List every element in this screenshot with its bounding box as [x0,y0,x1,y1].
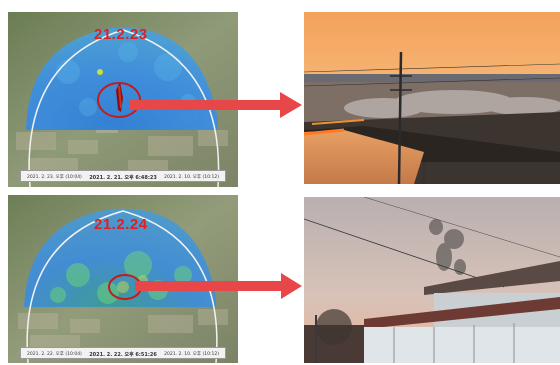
timestamp-bar-bottom: 2021. 2. 22. 오후 (10:04) 2021. 2. 22. 오후 … [20,347,226,359]
timestamp-main: 2021. 2. 21. 오후 6:48:23 [89,175,157,181]
timestamp-left: 2021. 2. 22. 오후 (10:04) [27,352,82,357]
arrow-bottom [135,273,302,299]
photo-smoke-over-roofs [304,197,560,363]
timestamp-right: 2021. 2. 10. 오후 (10:12) [164,175,219,180]
timestamp-bar-top: 2021. 2. 23. 오후 (10:04) 2021. 2. 21. 오후 … [20,170,226,182]
arrow-top [130,92,302,118]
photo-field-burning [304,12,560,184]
timestamp-right: 2021. 2. 10. 오후 (10:12) [164,352,219,357]
date-label-bottom: 21.2.24 [94,216,148,233]
timestamp-left: 2021. 2. 23. 오후 (10:04) [27,175,82,180]
timestamp-main: 2021. 2. 22. 오후 6:51:26 [89,352,157,358]
date-label-top: 21.2.23 [94,26,148,43]
